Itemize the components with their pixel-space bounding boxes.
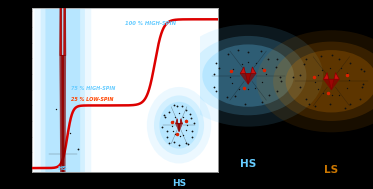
Text: 100 % HIGH-SPIN: 100 % HIGH-SPIN [125,21,176,26]
Text: 25 % LOW-SPIN: 25 % LOW-SPIN [72,98,114,102]
Ellipse shape [41,0,85,189]
Ellipse shape [46,0,80,189]
Ellipse shape [273,42,373,121]
Ellipse shape [159,102,199,149]
Ellipse shape [147,87,211,163]
Polygon shape [176,119,182,132]
Polygon shape [176,124,182,132]
Text: LS: LS [324,165,338,175]
Ellipse shape [173,25,323,127]
Text: HS: HS [58,166,68,171]
Y-axis label: χT (cm³K/mol): χT (cm³K/mol) [10,69,16,111]
Ellipse shape [286,50,373,112]
Ellipse shape [34,0,91,189]
Text: HS: HS [172,179,186,188]
Polygon shape [323,73,339,90]
Polygon shape [60,55,66,189]
Polygon shape [240,67,256,84]
Ellipse shape [190,36,306,115]
Polygon shape [323,79,339,90]
Ellipse shape [202,44,294,107]
Text: HS: HS [240,160,256,169]
Text: 75 % HIGH-SPIN: 75 % HIGH-SPIN [70,86,115,91]
Polygon shape [240,74,256,84]
Ellipse shape [154,95,204,155]
Ellipse shape [257,30,373,132]
Polygon shape [60,0,66,189]
